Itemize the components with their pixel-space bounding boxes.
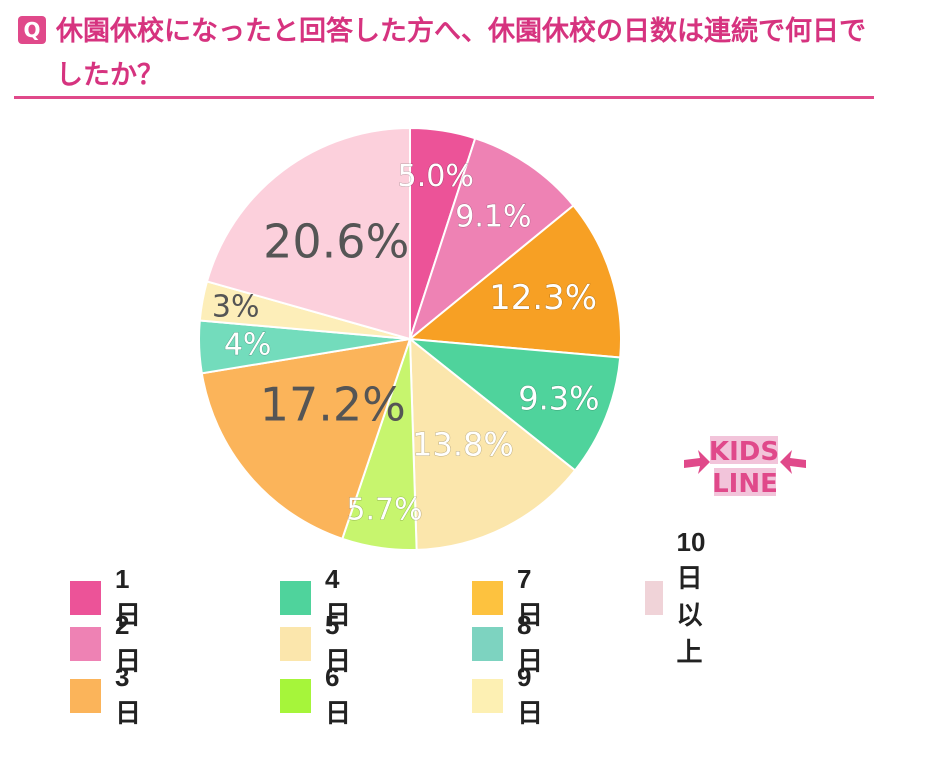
- legend-swatch: [280, 679, 311, 713]
- pie-slice-10: [205, 126, 411, 341]
- legend-swatch: [472, 627, 503, 661]
- pie-slice-3: [407, 204, 622, 359]
- pie-slice-2: [407, 137, 575, 342]
- legend-label: 1日: [115, 564, 142, 630]
- pie-label-6: 5.7%: [346, 493, 422, 528]
- legend-label: 7日: [517, 564, 544, 630]
- pie-label-8: 4%: [224, 328, 272, 363]
- legend-swatch: [70, 581, 101, 615]
- pie-slice-4: [406, 337, 622, 472]
- question-title: 休園休校になったと回答した方へ、休園休校の日数は連続で何日でしたか？: [56, 16, 866, 91]
- legend-label: 5日: [325, 610, 352, 676]
- legend-label: 8日: [517, 610, 544, 676]
- legend-item-4: 4日: [280, 564, 358, 630]
- legend-item-1: 1日: [70, 564, 148, 630]
- pie-label-4: 9.3%: [518, 380, 599, 418]
- pie-slice-7: [200, 337, 412, 541]
- pie-slices: [198, 126, 622, 551]
- legend-swatch: [645, 581, 663, 615]
- pie-label-5: 13.8%: [412, 426, 514, 464]
- pie-label-3: 12.3%: [489, 278, 597, 318]
- pie-label-2: 9.1%: [455, 200, 531, 235]
- logo-line1: KIDS: [709, 437, 779, 467]
- legend-swatch: [280, 627, 311, 661]
- legend-item-10: 10日以上: [645, 527, 726, 667]
- pie-label-9: 3%: [212, 289, 260, 324]
- legend-swatch: [472, 581, 503, 615]
- pie-slice-5: [408, 336, 577, 551]
- legend-label: 2日: [115, 610, 142, 676]
- pie-label-7: 17.2%: [260, 378, 406, 432]
- legend-swatch: [70, 627, 101, 661]
- legend-swatch: [280, 581, 311, 615]
- legend-label: 9日: [517, 662, 544, 728]
- legend-item-5: 5日: [280, 610, 358, 676]
- header-divider: [14, 96, 874, 99]
- legend-label: 4日: [325, 564, 352, 630]
- legend-label: 6日: [325, 662, 352, 728]
- legend-item-8: 8日: [472, 610, 550, 676]
- legend-item-9: 9日: [472, 662, 550, 728]
- pie-labels: 5.0% 9.1% 12.3% 9.3%13.8% 5.7% 17.2% 4% 3%20.6%: [212, 158, 600, 528]
- question-badge: Q: [18, 16, 46, 44]
- pie-label-1: 5.0%: [398, 159, 474, 194]
- legend-label: 3日: [115, 662, 142, 728]
- legend-swatch: [472, 679, 503, 713]
- legend-item-2: 2日: [70, 610, 148, 676]
- legend-item-7: 7日: [472, 564, 550, 630]
- legend-item-6: 6日: [280, 662, 358, 728]
- legend-label: 10日以上: [676, 527, 706, 667]
- kids-line-logo: KIDS LINE: [670, 420, 820, 520]
- pie-label-10: 20.6%: [263, 214, 409, 268]
- legend-swatch: [70, 679, 101, 713]
- legend-item-3: 3日: [70, 662, 148, 728]
- logo-line2: LINE: [712, 469, 778, 499]
